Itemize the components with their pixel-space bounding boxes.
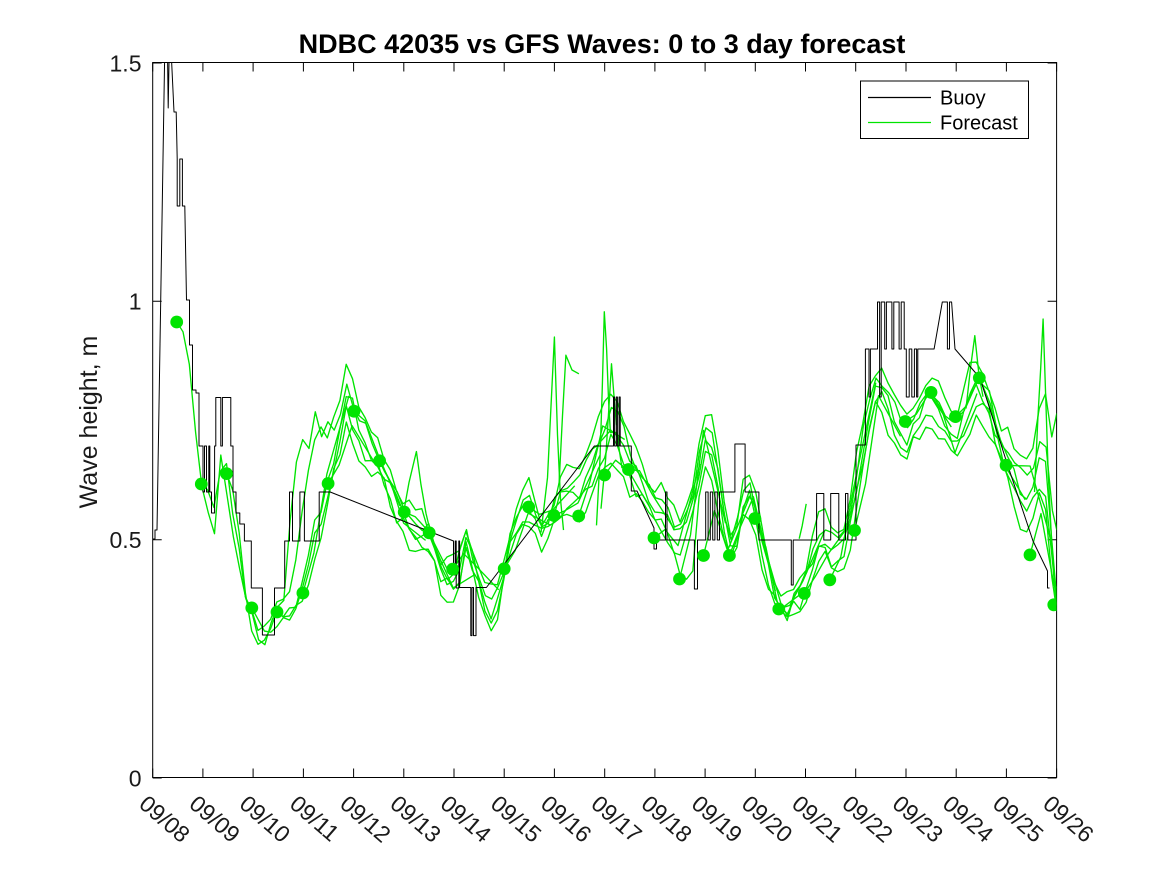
svg-text:0.5: 0.5 — [110, 527, 142, 553]
svg-text:Buoy: Buoy — [940, 88, 986, 110]
svg-text:Wave height, m: Wave height, m — [75, 336, 103, 509]
svg-text:1: 1 — [129, 289, 142, 315]
svg-text:Forecast: Forecast — [940, 113, 1018, 135]
svg-text:1.5: 1.5 — [110, 50, 142, 76]
svg-text:NDBC 42035 vs GFS Waves: 0 to: NDBC 42035 vs GFS Waves: 0 to 3 day fore… — [299, 29, 906, 59]
svg-text:0: 0 — [129, 765, 142, 791]
